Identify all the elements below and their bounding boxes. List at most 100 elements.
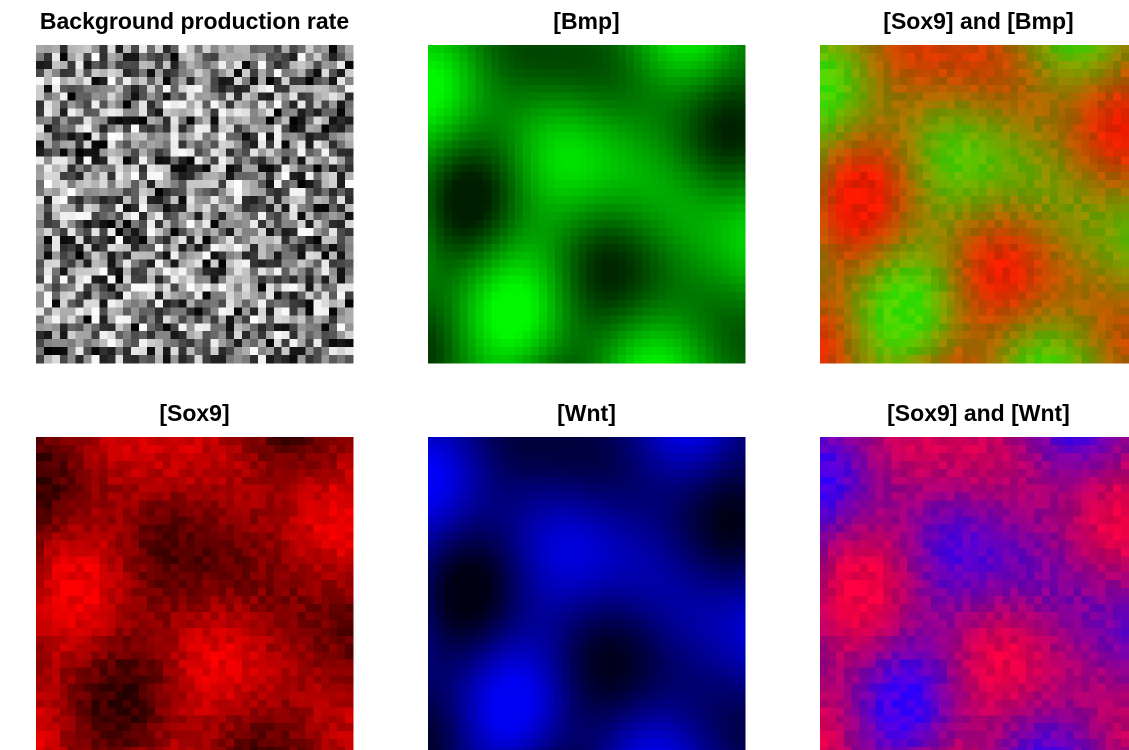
pixel xyxy=(570,251,580,261)
pixel xyxy=(467,291,477,300)
pixel xyxy=(59,188,69,197)
pixel xyxy=(194,267,203,277)
pixel xyxy=(923,132,932,141)
pixel xyxy=(443,291,453,300)
pixel xyxy=(978,315,987,324)
pixel xyxy=(507,331,516,340)
pixel xyxy=(994,259,1003,269)
pixel xyxy=(538,156,548,165)
pixel xyxy=(1026,180,1035,189)
pixel xyxy=(875,315,884,324)
pixel xyxy=(281,60,291,70)
pixel xyxy=(1026,355,1035,364)
pixel xyxy=(273,60,283,70)
pixel xyxy=(562,235,572,245)
pixel xyxy=(154,204,164,213)
pixel xyxy=(851,235,861,245)
pixel xyxy=(610,68,619,78)
pixel xyxy=(1113,116,1122,125)
pixel xyxy=(875,347,884,356)
pixel xyxy=(634,275,643,284)
pixel xyxy=(1033,180,1043,189)
pixel xyxy=(618,100,627,110)
pixel xyxy=(1041,108,1051,118)
pixel xyxy=(178,251,188,261)
pixel xyxy=(1073,243,1083,253)
pixel xyxy=(697,204,706,213)
pixel xyxy=(1113,180,1122,189)
pixel xyxy=(649,108,659,118)
pixel xyxy=(257,219,267,229)
pixel xyxy=(273,331,283,340)
pixel xyxy=(721,331,730,340)
pixel xyxy=(186,307,195,316)
pixel xyxy=(1002,148,1011,157)
pixel xyxy=(475,204,484,213)
pixel xyxy=(697,347,706,356)
pixel xyxy=(1033,188,1043,197)
pixel xyxy=(531,52,540,62)
pixel xyxy=(289,235,299,245)
pixel xyxy=(321,132,330,141)
pixel xyxy=(859,68,869,78)
pixel xyxy=(835,116,845,125)
pixel xyxy=(1033,45,1043,54)
pixel xyxy=(610,156,619,165)
pixel xyxy=(321,211,330,221)
pixel xyxy=(428,323,437,332)
pixel xyxy=(986,60,995,70)
pixel xyxy=(843,172,853,181)
pixel xyxy=(218,444,227,454)
pixel xyxy=(36,347,45,356)
pixel xyxy=(131,108,140,118)
pixel xyxy=(554,196,564,205)
pixel xyxy=(459,156,469,165)
pixel xyxy=(851,307,861,316)
pixel xyxy=(242,204,251,213)
pixel xyxy=(170,45,180,54)
pixel xyxy=(634,251,643,261)
pixel xyxy=(345,299,354,308)
pixel xyxy=(827,219,837,229)
pixel xyxy=(962,291,972,300)
pixel xyxy=(729,84,738,94)
pixel xyxy=(499,60,508,70)
pixel xyxy=(946,251,956,261)
pixel xyxy=(297,347,306,356)
pixel xyxy=(1113,188,1122,197)
pixel xyxy=(554,204,564,213)
pixel xyxy=(146,204,156,213)
pixel xyxy=(618,211,627,221)
pixel xyxy=(970,243,980,253)
pixel xyxy=(139,355,148,364)
pixel xyxy=(146,275,156,284)
pixel xyxy=(162,148,172,157)
pixel xyxy=(705,156,714,165)
pixel xyxy=(915,52,924,62)
pixel xyxy=(570,315,580,324)
pixel xyxy=(737,84,746,94)
pixel xyxy=(820,267,829,277)
pixel xyxy=(139,283,148,292)
pixel xyxy=(649,259,659,269)
pixel xyxy=(1113,45,1122,54)
pixel xyxy=(170,172,180,181)
pixel xyxy=(1033,339,1043,348)
pixel xyxy=(170,444,180,454)
pixel xyxy=(649,211,659,221)
pixel xyxy=(186,148,195,157)
pixel xyxy=(994,76,1003,86)
pixel xyxy=(435,68,445,78)
pixel xyxy=(954,76,964,86)
pixel xyxy=(1081,323,1090,332)
pixel xyxy=(954,116,964,125)
pixel xyxy=(994,339,1003,348)
pixel xyxy=(202,140,211,149)
pixel xyxy=(634,211,643,221)
pixel xyxy=(1081,267,1090,277)
pixel xyxy=(899,164,908,173)
pixel xyxy=(737,347,746,356)
pixel xyxy=(1081,331,1090,340)
pixel xyxy=(435,267,445,277)
pixel xyxy=(954,243,964,253)
